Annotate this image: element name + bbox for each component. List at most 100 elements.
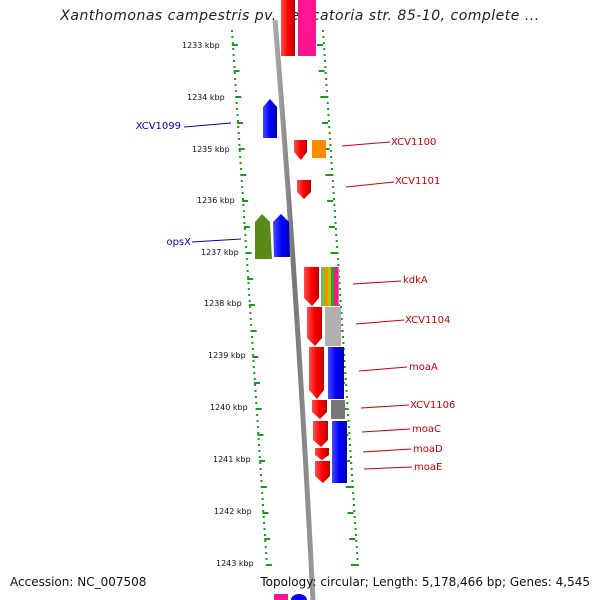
- right-track-dot: [354, 522, 357, 524]
- tick-label-1233: 1233 kbp: [182, 41, 220, 50]
- right-track-dot: [339, 300, 342, 302]
- label-kdka[interactable]: kdkA: [403, 275, 428, 286]
- right-track-dot: [349, 450, 352, 452]
- left-track-dot: [254, 390, 257, 392]
- right-track-dot: [351, 486, 354, 488]
- left-track-dot: [253, 372, 256, 374]
- right-track-dot: [324, 72, 327, 74]
- left-track-dot: [249, 318, 252, 320]
- tick-label-1243: 1243 kbp: [216, 559, 254, 568]
- label-xcv1101[interactable]: XCV1101: [395, 176, 440, 187]
- right-track-tick: [345, 486, 352, 488]
- left-track-dot: [233, 60, 235, 62]
- label-moae[interactable]: moaE: [414, 462, 442, 473]
- right-track-dot: [333, 210, 336, 212]
- left-track-dot: [263, 534, 266, 536]
- label-xcv1099[interactable]: XCV1099: [136, 121, 181, 132]
- left-track-dot: [244, 240, 247, 242]
- right-track-dot: [333, 204, 336, 206]
- right-track-dot: [340, 312, 343, 314]
- gene-top-magenta[interactable]: [298, 0, 316, 56]
- tick-label-1234: 1234 kbp: [187, 93, 225, 102]
- label-xcv1100[interactable]: XCV1100: [391, 137, 436, 148]
- gene-moac-blue[interactable]: [332, 421, 347, 483]
- genome-backbone: [272, 19, 316, 600]
- gene-kdka-stripe-darkgreen: [331, 267, 334, 306]
- gene-kdka[interactable]: [304, 267, 319, 306]
- right-track-dot: [322, 42, 325, 44]
- right-track-dot: [325, 78, 328, 80]
- label-xcv1104[interactable]: XCV1104: [405, 315, 450, 326]
- left-track-dot: [238, 138, 241, 140]
- gene-xcv1106[interactable]: [312, 400, 327, 419]
- left-track-tick: [265, 564, 272, 566]
- left-track-dot: [240, 180, 243, 182]
- right-track-dot: [349, 456, 352, 458]
- left-track-tick: [247, 278, 254, 280]
- gene-xcv1099[interactable]: [263, 99, 277, 138]
- right-track-dot: [347, 426, 350, 428]
- left-track-dot: [251, 336, 253, 338]
- left-track-dot: [248, 294, 251, 296]
- right-track-tick: [320, 96, 327, 98]
- right-track-dot: [347, 414, 350, 416]
- left-track-tick: [250, 330, 257, 332]
- left-track-dot: [256, 414, 259, 416]
- right-track-dot: [356, 552, 359, 554]
- right-track-dot: [327, 114, 330, 116]
- left-track-dot: [252, 366, 255, 368]
- gene-xcv1106-gray[interactable]: [331, 400, 345, 419]
- right-track-dot: [354, 534, 357, 536]
- gene-moae[interactable]: [315, 461, 330, 483]
- right-track-dot: [343, 360, 346, 362]
- gene-moaa[interactable]: [309, 347, 324, 399]
- gene-xcv1100[interactable]: [294, 140, 307, 160]
- left-track-tick: [237, 122, 243, 124]
- left-track-tick: [233, 70, 240, 72]
- gene-kdka-stripe-green: [322, 267, 325, 306]
- left-track-tick: [248, 304, 255, 306]
- gene-moad[interactable]: [315, 448, 329, 460]
- left-track-dot: [259, 468, 262, 470]
- gene-labels: XCV1099 opsX XCV1100 XCV1101 kdkA XCV110…: [136, 121, 456, 473]
- gene-bottom-magenta[interactable]: [274, 594, 288, 600]
- label-opsx[interactable]: opsX: [166, 237, 191, 248]
- left-track-dot: [252, 360, 255, 362]
- left-track-dot: [233, 66, 236, 68]
- gene-xcv1104[interactable]: [307, 307, 322, 346]
- left-track-tick: [262, 512, 269, 514]
- right-track-dot: [326, 96, 329, 98]
- right-track-dot: [356, 558, 359, 560]
- left-track-dot: [241, 192, 244, 194]
- label-moad[interactable]: moaD: [413, 444, 443, 455]
- right-track-tick: [328, 226, 335, 228]
- gene-moaa-blue[interactable]: [328, 347, 344, 399]
- left-track-dot: [232, 54, 235, 56]
- right-track-tick: [330, 252, 337, 254]
- gene-moac[interactable]: [313, 421, 328, 447]
- gene-top-red[interactable]: [281, 0, 295, 56]
- gene-opsx-green[interactable]: [255, 214, 272, 259]
- left-track-tick: [255, 408, 262, 410]
- right-track-dot: [322, 36, 325, 38]
- label-xcv1106[interactable]: XCV1106: [410, 400, 455, 411]
- left-track-dot: [257, 438, 260, 440]
- right-track-dot: [330, 162, 333, 164]
- left-track-dot: [254, 384, 257, 386]
- gene-bottom-blue[interactable]: [291, 594, 307, 600]
- left-track-dot: [253, 378, 256, 380]
- gene-xcv1100-orange[interactable]: [312, 140, 326, 158]
- right-track-dot: [348, 438, 351, 440]
- left-track-dot: [242, 210, 245, 212]
- label-moaa[interactable]: moaA: [409, 362, 438, 373]
- right-track-dot: [346, 402, 349, 404]
- left-track-dot: [236, 114, 239, 116]
- label-moac[interactable]: moaC: [412, 424, 441, 435]
- left-track-dot: [243, 222, 246, 224]
- gene-xcv1104-gray[interactable]: [325, 307, 341, 346]
- left-track-tick: [254, 382, 260, 384]
- gene-opsx[interactable]: [273, 214, 290, 257]
- left-track-dot: [238, 150, 241, 152]
- gene-xcv1101[interactable]: [297, 180, 311, 199]
